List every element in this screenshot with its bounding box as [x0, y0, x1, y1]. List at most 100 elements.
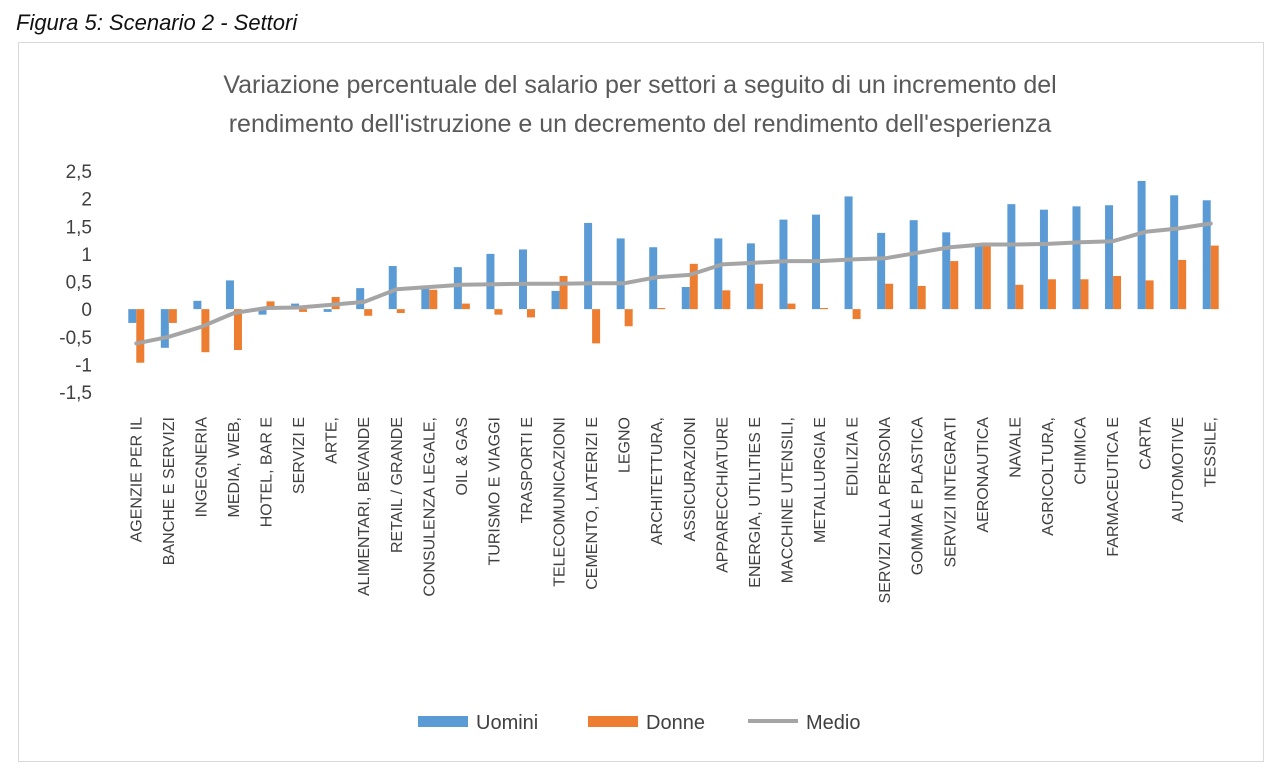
bar-donne: [266, 301, 275, 310]
category-label: MEDIA, WEB,: [226, 417, 243, 517]
bar-uomini: [1007, 204, 1016, 310]
bar-uomini: [421, 288, 430, 310]
chart-frame: [18, 42, 1264, 762]
y-tick-label: -0,5: [59, 328, 92, 349]
chart-title-line-2: rendimento dell'istruzione e un decremen…: [229, 110, 1052, 138]
bar-donne: [852, 309, 861, 320]
bar-uomini: [584, 222, 593, 310]
figure-caption: Figura 5: Scenario 2 - Settori: [16, 10, 298, 35]
bar-uomini: [616, 238, 625, 310]
category-label: AGENZIE PER IL: [128, 417, 145, 542]
category-label: HOTEL, BAR E: [259, 417, 276, 527]
category-label: SERVIZI INTEGRATI: [942, 417, 959, 568]
category-label: CONSULENZA LEGALE,: [421, 417, 438, 597]
bar-donne: [787, 303, 796, 310]
bar-donne: [722, 290, 731, 310]
bar-donne: [1113, 275, 1122, 310]
bar-uomini: [193, 300, 202, 310]
bar-uomini: [1170, 195, 1179, 310]
chart-title-line-1: Variazione percentuale del salario per s…: [223, 71, 1056, 99]
legend-label-medio: Medio: [806, 712, 860, 734]
bar-donne: [1178, 259, 1187, 310]
y-tick-label: -1: [75, 355, 92, 376]
y-tick-label: 0,5: [66, 273, 92, 294]
bar-uomini: [518, 249, 527, 310]
category-label: CEMENTO, LATERIZI E: [584, 417, 601, 590]
category-label: LEGNO: [617, 417, 634, 473]
bar-donne: [136, 309, 145, 363]
bar-donne: [429, 289, 438, 310]
category-label: CHIMICA: [1072, 417, 1089, 485]
category-label: TRASPORTI E: [519, 417, 536, 523]
bar-donne: [1015, 284, 1024, 310]
bar-uomini: [356, 288, 365, 310]
bar-uomini: [1105, 205, 1114, 310]
category-label: ARTE,: [324, 417, 341, 464]
bar-donne: [364, 309, 373, 316]
category-label: FARMACEUTICA E: [1105, 417, 1122, 557]
bar-uomini: [974, 245, 983, 310]
bar-uomini: [909, 220, 918, 310]
bar-uomini: [714, 238, 723, 310]
bar-donne: [526, 309, 535, 318]
bar-donne: [624, 309, 633, 327]
category-label: ARCHITETTURA,: [649, 417, 666, 545]
line-medio: [134, 221, 1213, 346]
legend-swatch-donne: [588, 716, 638, 727]
category-label: ASSICURAZIONI: [682, 417, 699, 541]
legend-swatch-uomini: [418, 716, 468, 727]
legend-label-uomini: Uomini: [476, 712, 538, 734]
bar-donne: [494, 309, 503, 315]
y-tick-label: 0: [81, 300, 92, 321]
bar-uomini: [844, 196, 853, 310]
bar-uomini: [323, 309, 332, 312]
bar-uomini: [942, 232, 951, 310]
category-label: GOMMA E PLASTICA: [910, 417, 927, 576]
bar-uomini: [877, 232, 886, 310]
bar-uomini: [681, 287, 690, 310]
bar-uomini: [551, 290, 560, 310]
category-label: ENERGIA, UTILITIES E: [747, 417, 764, 588]
bar-donne: [1047, 279, 1056, 310]
y-tick-label: 2: [81, 190, 92, 211]
bar-donne: [820, 308, 829, 310]
category-label: AERONAUTICA: [975, 417, 992, 533]
y-tick-label: 2,5: [66, 162, 92, 183]
category-label: INGEGNERIA: [193, 417, 210, 518]
category-label: ALIMENTARI, BEVANDE: [356, 417, 373, 596]
bar-uomini: [225, 280, 234, 310]
bar-donne: [201, 309, 210, 353]
category-label: BANCHE E SERVIZI: [161, 417, 178, 565]
category-label: CARTA: [1138, 417, 1155, 470]
category-label: AUTOMOTIVE: [1170, 417, 1187, 523]
bar-uomini: [453, 267, 462, 310]
category-label: APPARECCHIATURE: [714, 417, 731, 573]
category-label: MACCHINE UTENSILI,: [779, 417, 796, 583]
bar-donne: [885, 283, 894, 310]
bar-donne: [1210, 245, 1219, 310]
bar-donne: [917, 285, 926, 310]
bar-donne: [1145, 280, 1154, 310]
bar-donne: [559, 275, 568, 310]
y-tick-label: -1,5: [59, 383, 92, 404]
bar-donne: [168, 309, 177, 323]
bar-donne: [754, 283, 763, 310]
bar-donne: [396, 309, 405, 313]
bar-donne: [982, 245, 991, 310]
bar-uomini: [388, 266, 397, 310]
category-label: OIL & GAS: [454, 417, 471, 496]
bar-donne: [950, 261, 959, 310]
y-tick-label: 1: [81, 245, 92, 266]
bar-donne: [1080, 279, 1089, 310]
category-label: EDILIZIA E: [845, 417, 862, 496]
bar-donne: [689, 263, 698, 310]
category-label: TESSILE,: [1203, 417, 1220, 487]
bar-uomini: [746, 243, 755, 310]
bar-donne: [657, 308, 666, 310]
bar-uomini: [1039, 209, 1048, 310]
category-label: NAVALE: [1007, 417, 1024, 478]
category-label: SERVIZI E: [291, 417, 308, 494]
category-label: METALLURGIA E: [812, 417, 829, 543]
category-label: TURISMO E VIAGGI: [486, 417, 503, 565]
